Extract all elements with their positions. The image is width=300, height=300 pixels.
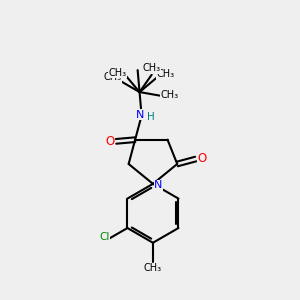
Text: CH₃: CH₃ [161, 90, 179, 100]
Text: CH₃: CH₃ [109, 68, 127, 78]
Text: O: O [198, 152, 207, 165]
Text: H: H [147, 112, 154, 122]
Text: CH₃: CH₃ [143, 63, 161, 73]
Text: Cl: Cl [99, 232, 110, 242]
Text: CH₃: CH₃ [156, 69, 174, 79]
Text: N: N [136, 110, 144, 120]
Text: O: O [105, 135, 114, 148]
Text: N: N [154, 180, 162, 190]
Text: CH₃: CH₃ [103, 73, 121, 82]
Text: CH₃: CH₃ [144, 263, 162, 273]
